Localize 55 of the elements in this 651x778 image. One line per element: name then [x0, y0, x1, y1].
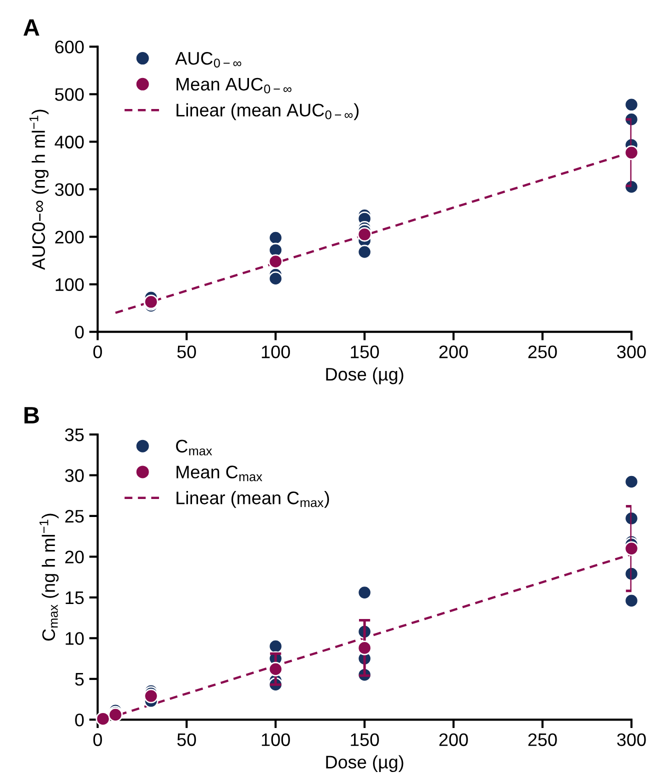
y-tick-label: 30 [65, 469, 84, 482]
x-tick-label: 300 [617, 733, 646, 746]
y-tick-label: 500 [55, 88, 84, 101]
legend-label: Mean C$_{max}$ [176, 466, 262, 482]
y-tick-label: 300 [55, 183, 84, 196]
legend-label: AUC$_{0−∞}$ [175, 52, 242, 68]
x-tick-label: 300 [617, 346, 646, 358]
y-tick-label: 5 [75, 673, 84, 686]
x-tick-label: 50 [177, 346, 196, 358]
y-axis-title: AUC0–∞ (ng h ml$^{−1}$) [29, 110, 49, 270]
point [268, 271, 283, 286]
x-tick-label: 250 [528, 733, 557, 746]
point [624, 541, 639, 556]
x-tick-label: 0 [93, 733, 102, 746]
point [357, 585, 372, 600]
y-tick-label: 0 [75, 326, 84, 339]
point [357, 640, 372, 656]
y-tick-label: 0 [75, 714, 84, 726]
x-axis-title: Dose (µg) [326, 367, 404, 384]
chart-title: B [24, 407, 39, 424]
point [624, 145, 639, 160]
x-tick-label: 0 [93, 346, 102, 358]
point [624, 593, 639, 608]
y-tick-label: 400 [54, 136, 84, 148]
point [357, 244, 372, 260]
y-tick-label: 35 [65, 428, 84, 442]
y-tick-label: 25 [65, 510, 84, 523]
legend-label: Mean AUC$_{0−∞}$ [176, 78, 292, 94]
legend-label: Linear (mean AUC$_{0−∞}$) [176, 103, 359, 120]
y-tick-label: 200 [55, 230, 84, 244]
x-tick-label: 200 [439, 346, 468, 358]
x-tick-label: 200 [439, 733, 468, 746]
x-tick-label: 100 [262, 733, 290, 746]
y-tick-label: 600 [55, 40, 84, 54]
y-tick-label: 20 [65, 550, 84, 564]
point [268, 254, 283, 269]
legend-label: C$_{max}$ [176, 440, 212, 456]
point [268, 639, 283, 654]
point [268, 662, 283, 676]
y-tick-label: 15 [66, 592, 84, 604]
chart-title: A [24, 19, 40, 36]
x-axis-title: Dose (µg) [326, 755, 404, 772]
x-tick-label: 50 [177, 733, 196, 746]
x-tick-label: 150 [350, 733, 379, 746]
y-axis-title: C$_{max}$ (ng h ml$^{−1}$) [40, 514, 59, 641]
legend-label: Linear (mean C$_{max}$) [176, 491, 329, 508]
point [624, 97, 639, 112]
x-tick-label: 100 [262, 346, 290, 358]
point [357, 227, 372, 242]
y-tick-label: 100 [56, 278, 84, 292]
x-tick-label: 250 [528, 346, 557, 358]
y-tick-label: 10 [66, 632, 84, 645]
x-tick-label: 150 [350, 346, 379, 358]
point [268, 230, 283, 246]
point [624, 474, 639, 490]
